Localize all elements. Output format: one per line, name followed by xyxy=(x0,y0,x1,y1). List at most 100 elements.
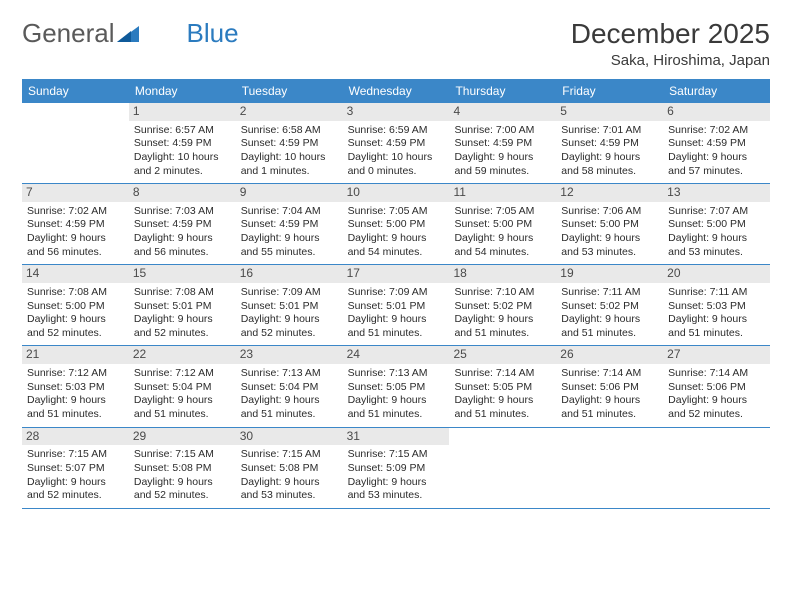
calendar-grid: SundayMondayTuesdayWednesdayThursdayFrid… xyxy=(22,79,770,509)
day-detail-line: Daylight: 9 hours xyxy=(454,151,551,165)
day-number: 13 xyxy=(663,184,770,202)
day-detail-line: Sunset: 4:59 PM xyxy=(668,137,765,151)
day-detail-line: Daylight: 9 hours xyxy=(241,232,338,246)
calendar-day xyxy=(22,103,129,183)
calendar-day: 10Sunrise: 7:05 AMSunset: 5:00 PMDayligh… xyxy=(343,184,450,264)
day-detail-line: and 54 minutes. xyxy=(348,246,445,260)
day-detail-line: Sunrise: 7:00 AM xyxy=(454,124,551,138)
day-number xyxy=(663,428,770,430)
title-block: December 2025 Saka, Hiroshima, Japan xyxy=(571,18,770,69)
calendar-day: 30Sunrise: 7:15 AMSunset: 5:08 PMDayligh… xyxy=(236,428,343,508)
weekday-header-row: SundayMondayTuesdayWednesdayThursdayFrid… xyxy=(22,79,770,103)
day-detail-line: Sunset: 5:02 PM xyxy=(454,300,551,314)
day-detail-line: and 1 minutes. xyxy=(241,165,338,179)
day-detail-line: Sunset: 4:59 PM xyxy=(134,137,231,151)
weeks-container: 1Sunrise: 6:57 AMSunset: 4:59 PMDaylight… xyxy=(22,103,770,509)
day-detail-line: and 51 minutes. xyxy=(454,408,551,422)
day-number: 3 xyxy=(343,103,450,121)
calendar-day: 24Sunrise: 7:13 AMSunset: 5:05 PMDayligh… xyxy=(343,346,450,426)
calendar-day: 3 Sunrise: 6:59 AMSunset: 4:59 PMDaylight… xyxy=(343,103,450,183)
day-detail-line: Sunset: 4:59 PM xyxy=(454,137,551,151)
day-detail-line: and 52 minutes. xyxy=(668,408,765,422)
day-detail-line: and 51 minutes. xyxy=(241,408,338,422)
calendar-day: 29Sunrise: 7:15 AMSunset: 5:08 PMDayligh… xyxy=(129,428,236,508)
calendar-day: 21Sunrise: 7:12 AMSunset: 5:03 PMDayligh… xyxy=(22,346,129,426)
day-detail-line: Sunset: 5:00 PM xyxy=(27,300,124,314)
calendar-day: 13Sunrise: 7:07 AMSunset: 5:00 PMDayligh… xyxy=(663,184,770,264)
day-detail-line: Sunset: 5:01 PM xyxy=(348,300,445,314)
day-number xyxy=(22,103,129,105)
calendar-day: 12Sunrise: 7:06 AMSunset: 5:00 PMDayligh… xyxy=(556,184,663,264)
calendar-day: 19Sunrise: 7:11 AMSunset: 5:02 PMDayligh… xyxy=(556,265,663,345)
day-detail-line: Sunrise: 7:05 AM xyxy=(454,205,551,219)
day-detail-line: Daylight: 9 hours xyxy=(27,394,124,408)
day-detail-line: and 51 minutes. xyxy=(561,408,658,422)
day-detail-line: Sunset: 4:59 PM xyxy=(348,137,445,151)
day-detail-line: Sunrise: 6:59 AM xyxy=(348,124,445,138)
day-detail-line: Sunset: 5:04 PM xyxy=(241,381,338,395)
day-number: 12 xyxy=(556,184,663,202)
day-detail-line: Sunrise: 7:15 AM xyxy=(241,448,338,462)
day-number: 25 xyxy=(449,346,556,364)
calendar-day: 25Sunrise: 7:14 AMSunset: 5:05 PMDayligh… xyxy=(449,346,556,426)
day-detail-line: and 55 minutes. xyxy=(241,246,338,260)
day-detail-line: Sunrise: 7:02 AM xyxy=(27,205,124,219)
day-number: 27 xyxy=(663,346,770,364)
day-detail-line: and 53 minutes. xyxy=(561,246,658,260)
day-detail-line: and 52 minutes. xyxy=(27,489,124,503)
calendar-day: 28Sunrise: 7:15 AMSunset: 5:07 PMDayligh… xyxy=(22,428,129,508)
calendar-day: 27Sunrise: 7:14 AMSunset: 5:06 PMDayligh… xyxy=(663,346,770,426)
day-detail-line: Daylight: 9 hours xyxy=(348,232,445,246)
day-number: 15 xyxy=(129,265,236,283)
calendar-day: 23Sunrise: 7:13 AMSunset: 5:04 PMDayligh… xyxy=(236,346,343,426)
day-detail-line: Sunrise: 7:15 AM xyxy=(134,448,231,462)
calendar-day: 17Sunrise: 7:09 AMSunset: 5:01 PMDayligh… xyxy=(343,265,450,345)
brand-logo: General Blue xyxy=(22,18,239,49)
brand-part1: General xyxy=(22,18,115,49)
day-detail-line: Sunrise: 7:08 AM xyxy=(134,286,231,300)
day-detail-line: Daylight: 9 hours xyxy=(241,313,338,327)
day-detail-line: Sunset: 5:04 PM xyxy=(134,381,231,395)
day-detail-line: Daylight: 9 hours xyxy=(348,394,445,408)
day-detail-line: Sunrise: 6:57 AM xyxy=(134,124,231,138)
day-detail-line: and 56 minutes. xyxy=(134,246,231,260)
weekday-header: Wednesday xyxy=(343,79,450,103)
day-detail-line: Daylight: 9 hours xyxy=(561,313,658,327)
day-detail-line: Sunrise: 7:12 AM xyxy=(134,367,231,381)
day-number: 11 xyxy=(449,184,556,202)
calendar-day: 7Sunrise: 7:02 AMSunset: 4:59 PMDaylight… xyxy=(22,184,129,264)
month-title: December 2025 xyxy=(571,18,770,50)
calendar-week: 1Sunrise: 6:57 AMSunset: 4:59 PMDaylight… xyxy=(22,103,770,184)
day-detail-line: and 51 minutes. xyxy=(27,408,124,422)
day-detail-line: and 58 minutes. xyxy=(561,165,658,179)
day-detail-line: Daylight: 9 hours xyxy=(27,232,124,246)
day-detail-line: and 0 minutes. xyxy=(348,165,445,179)
day-number: 1 xyxy=(129,103,236,121)
day-detail-line: Daylight: 9 hours xyxy=(668,394,765,408)
day-detail-line: Sunset: 4:59 PM xyxy=(241,137,338,151)
day-detail-line: Sunset: 4:59 PM xyxy=(134,218,231,232)
day-detail-line: Sunset: 5:03 PM xyxy=(27,381,124,395)
day-number: 9 xyxy=(236,184,343,202)
day-detail-line: Sunrise: 7:02 AM xyxy=(668,124,765,138)
day-detail-line: Sunrise: 7:12 AM xyxy=(27,367,124,381)
day-detail-line: Sunrise: 7:03 AM xyxy=(134,205,231,219)
day-detail-line: Sunset: 5:06 PM xyxy=(561,381,658,395)
calendar-day: 16Sunrise: 7:09 AMSunset: 5:01 PMDayligh… xyxy=(236,265,343,345)
day-detail-line: Daylight: 9 hours xyxy=(241,394,338,408)
day-detail-line: Daylight: 9 hours xyxy=(27,476,124,490)
day-detail-line: Sunrise: 7:14 AM xyxy=(668,367,765,381)
day-detail-line: Sunset: 5:05 PM xyxy=(348,381,445,395)
calendar-week: 28Sunrise: 7:15 AMSunset: 5:07 PMDayligh… xyxy=(22,428,770,509)
day-number: 18 xyxy=(449,265,556,283)
day-detail-line: Sunrise: 7:04 AM xyxy=(241,205,338,219)
day-number: 23 xyxy=(236,346,343,364)
day-detail-line: Daylight: 9 hours xyxy=(668,232,765,246)
day-detail-line: and 52 minutes. xyxy=(134,489,231,503)
calendar-week: 21Sunrise: 7:12 AMSunset: 5:03 PMDayligh… xyxy=(22,346,770,427)
day-detail-line: and 53 minutes. xyxy=(241,489,338,503)
day-detail-line: Sunrise: 7:15 AM xyxy=(348,448,445,462)
day-number: 29 xyxy=(129,428,236,446)
day-detail-line: Daylight: 10 hours xyxy=(348,151,445,165)
day-number: 31 xyxy=(343,428,450,446)
